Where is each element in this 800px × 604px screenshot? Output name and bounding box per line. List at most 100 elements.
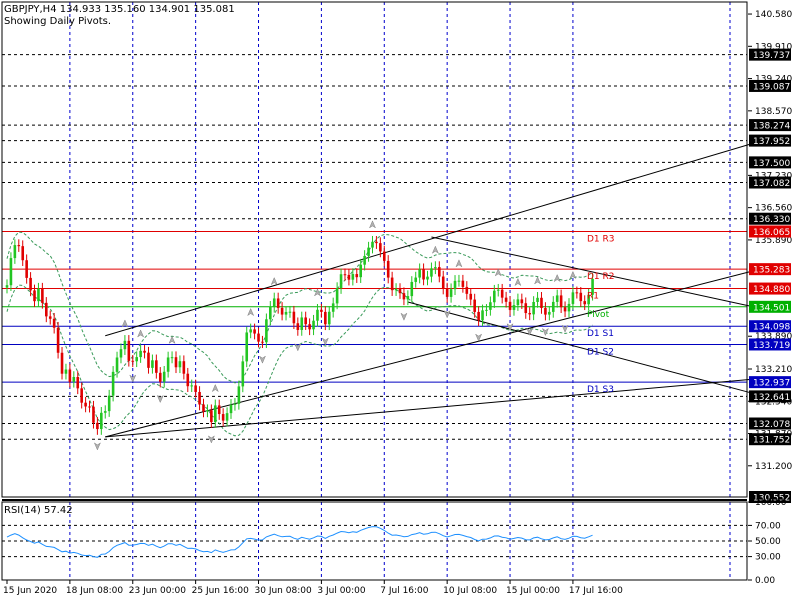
candle bbox=[300, 311, 304, 336]
candle-body bbox=[559, 295, 563, 308]
candle bbox=[155, 354, 158, 379]
price-tag-bg bbox=[749, 376, 791, 389]
candle-body bbox=[241, 361, 245, 387]
price-tick-label: 131.200 bbox=[755, 462, 792, 472]
fractal-up-marker bbox=[494, 268, 502, 277]
price-tag-bg bbox=[749, 263, 791, 276]
price-tag-bg bbox=[749, 282, 791, 295]
candle bbox=[591, 273, 594, 301]
pivot-labels: D1 R3 D1 R2 R1 Pivot D1 S1 D1 S2 D1 S3 bbox=[587, 234, 615, 395]
candle-body bbox=[119, 349, 123, 358]
price-tag: 139.737 bbox=[749, 48, 791, 61]
candle bbox=[493, 284, 496, 309]
price-tag: 137.082 bbox=[749, 176, 791, 189]
candle bbox=[119, 343, 123, 364]
candle-body bbox=[528, 313, 531, 315]
candle-body bbox=[107, 395, 111, 412]
candle-body bbox=[151, 360, 154, 368]
candle bbox=[182, 355, 186, 380]
time-tick-label: 3 Jul 00:00 bbox=[317, 586, 366, 596]
candle bbox=[48, 310, 52, 325]
price-tag: 137.500 bbox=[749, 156, 791, 169]
rsi-tick-label: 30.00 bbox=[755, 553, 781, 563]
price-tick-label: 140.580 bbox=[755, 10, 792, 20]
candle bbox=[5, 279, 9, 294]
candle bbox=[68, 363, 72, 388]
fractal-up-marker bbox=[211, 383, 219, 393]
candle bbox=[166, 351, 170, 378]
price-tag-label: 134.880 bbox=[753, 285, 790, 295]
price-tick-label: 133.890 bbox=[755, 332, 792, 342]
candle bbox=[190, 379, 194, 392]
rsi-panel bbox=[2, 524, 747, 558]
fractal-down-marker bbox=[475, 333, 483, 342]
candle bbox=[445, 282, 449, 303]
candle bbox=[178, 355, 182, 374]
pivot-label-s3: D1 S3 bbox=[587, 385, 614, 395]
fractal-up-marker bbox=[553, 273, 561, 283]
fractal-up-marker bbox=[569, 270, 577, 280]
candle bbox=[253, 323, 256, 340]
price-tag-label: 135.283 bbox=[753, 266, 790, 276]
candle bbox=[544, 302, 547, 321]
candle bbox=[202, 398, 205, 418]
candle-body bbox=[489, 302, 492, 310]
candle-body bbox=[265, 319, 268, 343]
candle-body bbox=[331, 303, 335, 312]
candle bbox=[520, 293, 524, 310]
candle bbox=[80, 382, 83, 409]
fractal-down-marker bbox=[321, 337, 329, 346]
candle-body bbox=[155, 360, 158, 373]
price-tag-bg bbox=[749, 119, 791, 132]
candle-body bbox=[288, 311, 292, 313]
candles bbox=[5, 235, 594, 435]
time-axis: 15 Jun 2020 18 Jun 08:00 23 Jun 00:00 25 Ju… bbox=[2, 579, 747, 596]
candle-body bbox=[276, 298, 280, 308]
price-tag-label: 134.098 bbox=[753, 323, 790, 333]
candle-body bbox=[390, 277, 394, 291]
fractal-down-marker bbox=[400, 312, 408, 321]
candle-body bbox=[469, 293, 473, 300]
price-tag-bg bbox=[749, 320, 791, 333]
candle bbox=[324, 306, 327, 331]
candle bbox=[496, 283, 500, 297]
candle-body bbox=[441, 276, 445, 289]
candle-body bbox=[386, 260, 390, 278]
candle bbox=[115, 351, 119, 378]
candle-body bbox=[56, 327, 60, 353]
candle-body bbox=[257, 333, 260, 342]
candle-body bbox=[508, 301, 512, 310]
candle bbox=[151, 354, 154, 374]
candle-body bbox=[481, 310, 484, 321]
candle-body bbox=[457, 280, 461, 282]
candle bbox=[579, 286, 583, 307]
fractal-up-marker bbox=[313, 288, 322, 297]
fractal-down-marker bbox=[506, 323, 514, 332]
candle bbox=[426, 270, 429, 286]
fractal-up-marker bbox=[270, 276, 278, 286]
candle bbox=[174, 351, 178, 374]
candle bbox=[402, 287, 406, 306]
price-tag-label: 137.082 bbox=[753, 179, 790, 189]
fractal-up-marker bbox=[137, 329, 145, 338]
candle bbox=[272, 292, 276, 313]
candle bbox=[269, 301, 272, 326]
price-tag-label: 139.737 bbox=[753, 51, 790, 61]
price-tag-label: 138.274 bbox=[753, 122, 790, 132]
candle bbox=[559, 289, 563, 313]
candle bbox=[359, 258, 362, 283]
candle-body bbox=[583, 301, 587, 305]
candle bbox=[17, 239, 21, 252]
candle-body bbox=[48, 316, 52, 319]
fractal-up-marker bbox=[514, 277, 522, 287]
price-tag-bg bbox=[749, 417, 791, 430]
candle-body bbox=[272, 298, 276, 307]
candle bbox=[339, 268, 343, 294]
price-tag-bg bbox=[749, 134, 791, 147]
chart-frame bbox=[1, 1, 748, 581]
candle bbox=[430, 262, 433, 283]
candle-body bbox=[72, 377, 76, 382]
candle bbox=[135, 351, 138, 368]
